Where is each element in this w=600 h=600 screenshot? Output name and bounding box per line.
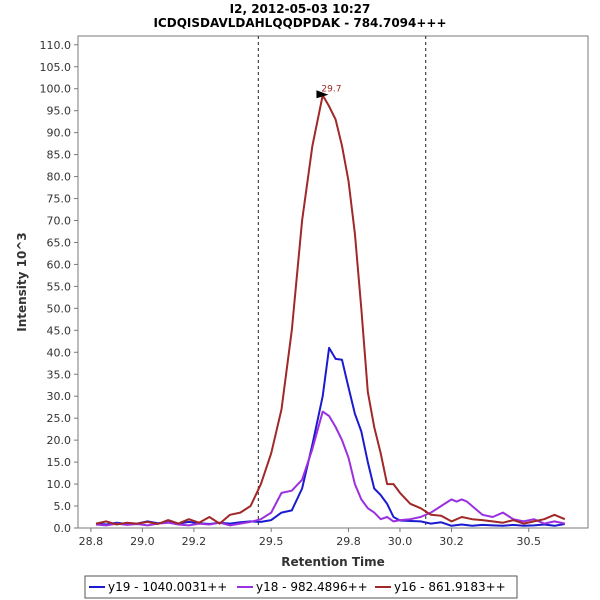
y-tick-label: 75.0	[47, 193, 72, 206]
chart-title: I2, 2012-05-03 10:27	[230, 2, 371, 16]
legend-entry: y18 - 982.4896++	[256, 580, 368, 594]
y-tick-label: 15.0	[47, 456, 72, 469]
x-axis-label: Retention Time	[281, 555, 385, 569]
y-tick-label: 90.0	[47, 127, 72, 140]
y-tick-label: 20.0	[47, 434, 72, 447]
peak-arrow-icon	[316, 90, 329, 99]
legend-entry: y19 - 1040.0031++	[108, 580, 227, 594]
y-tick-label: 110.0	[40, 39, 72, 52]
y-tick-label: 105.0	[40, 61, 72, 74]
y-tick-label: 45.0	[47, 324, 72, 337]
y-axis-label: Intensity 10^3	[15, 232, 29, 332]
y-tick-label: 95.0	[47, 105, 72, 118]
y-tick-label: 100.0	[40, 83, 72, 96]
y-tick-label: 55.0	[47, 280, 72, 293]
y-tick-label: 30.0	[47, 390, 72, 403]
y-axis: 0.0 5.0 10.0 15.0 20.0 25.0 30.0 35.0 40.0 45.0 50…	[40, 39, 78, 535]
x-tick-label: 28.8	[79, 535, 104, 548]
y-tick-label: 25.0	[47, 412, 72, 425]
peak-label: 29.7	[321, 84, 341, 94]
x-tick-label: 29.2	[182, 535, 207, 548]
y-tick-label: 35.0	[47, 368, 72, 381]
x-tick-label: 30.5	[517, 535, 542, 548]
series-line-2	[95, 94, 566, 526]
legend-entry: y16 - 861.9183++	[394, 580, 506, 594]
peak-annotation: 29.7	[316, 84, 341, 99]
series-layer	[95, 94, 566, 527]
x-tick-label: 30.0	[388, 535, 413, 548]
series-line-1	[95, 410, 566, 527]
y-tick-label: 5.0	[54, 500, 72, 513]
rt-window-markers	[257, 36, 427, 528]
x-tick-label: 29.5	[259, 535, 284, 548]
y-tick-label: 10.0	[47, 478, 72, 491]
x-axis: 28.8 29.0 29.2 29.5 29.8 30.0 30.2 30.5	[79, 528, 541, 548]
y-tick-label: 80.0	[47, 171, 72, 184]
x-tick-label: 30.2	[439, 535, 464, 548]
chart-subtitle: ICDQISDAVLDAHLQQDPDAK - 784.7094+++	[153, 16, 446, 30]
y-tick-label: 40.0	[47, 346, 72, 359]
y-tick-label: 0.0	[54, 522, 72, 535]
y-tick-label: 70.0	[47, 215, 72, 228]
y-tick-label: 85.0	[47, 149, 72, 162]
legend-box	[84, 575, 518, 599]
legend: y19 - 1040.0031++ y18 - 982.4896++ y16 - 8…	[89, 580, 506, 594]
y-tick-label: 60.0	[47, 258, 72, 271]
x-tick-label: 29.8	[336, 535, 361, 548]
plot-area	[77, 35, 589, 529]
x-tick-label: 29.0	[130, 535, 155, 548]
y-tick-label: 65.0	[47, 236, 72, 249]
y-tick-label: 50.0	[47, 302, 72, 315]
